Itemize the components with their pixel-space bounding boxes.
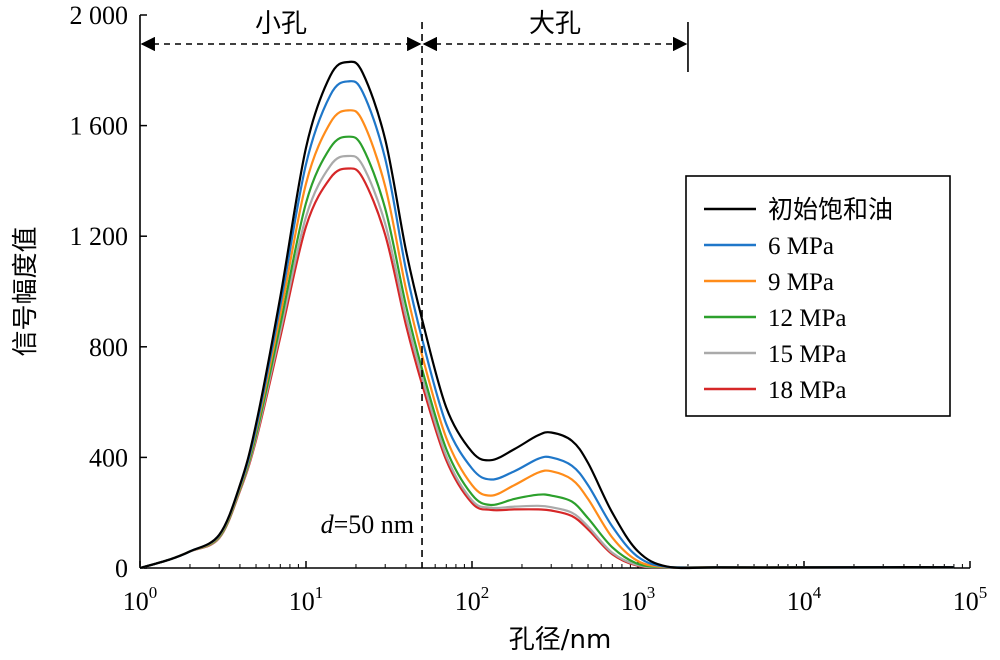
legend: 初始饱和油 6 MPa 9 MPa 12 MPa 15 MPa 18 MPa bbox=[685, 175, 951, 417]
y-tick-label: 0 bbox=[115, 554, 128, 583]
x-tick-label: 100 bbox=[123, 583, 158, 616]
small-pore-label: 小孔 bbox=[255, 9, 307, 39]
series-lines bbox=[139, 60, 954, 570]
y-tick-label: 1 200 bbox=[70, 222, 129, 251]
x-axis-title: 孔径/nm bbox=[509, 625, 612, 655]
x-tick-label: 101 bbox=[289, 583, 324, 616]
x-tick-label: 103 bbox=[621, 583, 656, 616]
legend-label: 9 MPa bbox=[768, 269, 834, 296]
legend-label: 15 MPa bbox=[768, 341, 846, 368]
axes: 0 400 800 1 200 1 600 2 000 100 101 102 103 104 105… bbox=[11, 1, 987, 655]
large-pore-label: 大孔 bbox=[529, 9, 581, 39]
legend-label: 6 MPa bbox=[768, 233, 834, 260]
y-tick-label: 2 000 bbox=[70, 1, 129, 30]
legend-box bbox=[685, 175, 951, 417]
legend-label: 12 MPa bbox=[768, 305, 846, 332]
x-tick-label: 102 bbox=[455, 583, 490, 616]
series-line bbox=[139, 60, 954, 570]
annotations: 小孔 大孔 d=50 nm bbox=[140, 9, 689, 568]
x-tick-label: 105 bbox=[953, 583, 988, 616]
y-axis-title: 信号幅度值 bbox=[11, 226, 41, 356]
y-tick-label: 400 bbox=[89, 443, 128, 472]
legend-label: 初始饱和油 bbox=[768, 195, 893, 224]
y-tick-label: 1 600 bbox=[70, 112, 129, 141]
x-tick-label: 104 bbox=[787, 583, 822, 616]
divider-annotation: d=50 nm bbox=[321, 510, 414, 539]
y-tick-label: 800 bbox=[89, 333, 128, 362]
legend-label: 18 MPa bbox=[768, 377, 846, 404]
